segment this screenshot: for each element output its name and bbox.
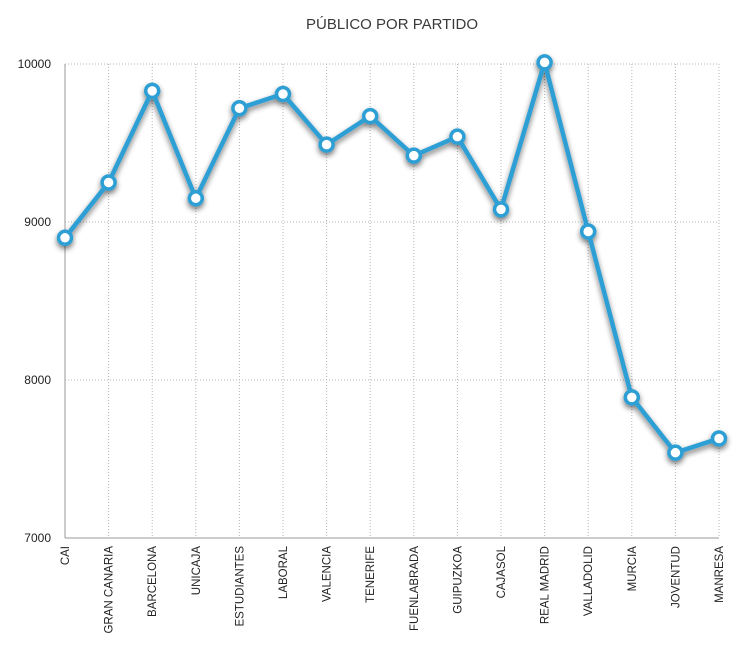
x-tick-label: BARCELONA: [147, 546, 159, 617]
axes: [64, 64, 719, 539]
data-point[interactable]: [623, 389, 641, 406]
x-tick-label: UNICAJA: [191, 546, 203, 596]
data-point[interactable]: [361, 107, 379, 125]
grid: [64, 63, 720, 538]
y-tick-label: 7000: [24, 531, 51, 545]
y-tick-label: 10000: [18, 57, 52, 71]
data-point[interactable]: [449, 128, 466, 145]
data-point[interactable]: [710, 430, 728, 447]
data-point[interactable]: [536, 54, 553, 71]
x-tick-label: REAL MADRID: [540, 546, 552, 624]
x-tick-label: MURCIA: [627, 546, 639, 592]
data-point[interactable]: [667, 444, 684, 461]
x-tick-label: ESTUDIANTES: [234, 546, 246, 627]
data-point[interactable]: [56, 229, 74, 247]
x-tick-label: CAI: [60, 546, 72, 565]
data-point[interactable]: [143, 82, 161, 100]
x-tick-label: GRAN CANARIA: [104, 546, 116, 634]
x-tick-label: CAJASOL: [496, 545, 508, 598]
data-point[interactable]: [579, 223, 597, 240]
x-tick-label: FUENLABRADA: [409, 546, 421, 631]
x-tick-label: LABORAL: [278, 545, 290, 599]
x-tick-label: TENERIFE: [365, 546, 377, 603]
x-tick-label: GUIPUZKOA: [452, 546, 464, 614]
x-tick-label: VALLADOLID: [583, 546, 595, 616]
series-layer: [56, 54, 728, 461]
chart-title: PÚBLICO POR PARTIDO: [306, 16, 478, 33]
x-tick-label: VALENCIA: [322, 546, 334, 602]
data-point[interactable]: [187, 190, 205, 207]
tick-labels: 7000 8000 9000 10000 CAI GRAN CANARIA BARCELON…: [18, 57, 726, 634]
data-point[interactable]: [492, 201, 510, 218]
data-point[interactable]: [405, 147, 423, 164]
data-point[interactable]: [100, 174, 117, 191]
y-tick-label: 8000: [24, 373, 51, 387]
data-point[interactable]: [231, 99, 248, 117]
x-tick-label: JOVENTUD: [670, 546, 682, 608]
series-line: [62, 60, 722, 455]
data-point[interactable]: [318, 136, 335, 153]
y-tick-label: 9000: [24, 215, 51, 229]
x-tick-label: MANRESA: [714, 546, 726, 603]
data-point[interactable]: [274, 85, 292, 103]
